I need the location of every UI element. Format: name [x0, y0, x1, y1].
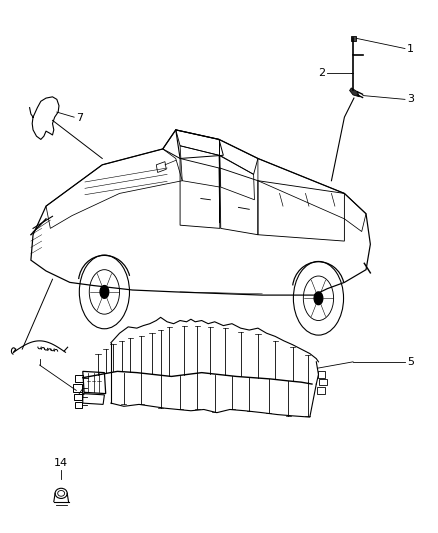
Text: 3: 3: [407, 94, 414, 104]
Text: 4: 4: [77, 389, 84, 399]
Text: 5: 5: [407, 357, 414, 367]
Polygon shape: [351, 36, 356, 41]
Text: 7: 7: [76, 114, 83, 124]
Circle shape: [314, 292, 323, 305]
Text: 1: 1: [407, 44, 414, 53]
Text: 2: 2: [318, 68, 325, 78]
Circle shape: [100, 286, 109, 298]
Text: 14: 14: [54, 458, 68, 469]
Polygon shape: [350, 88, 360, 97]
